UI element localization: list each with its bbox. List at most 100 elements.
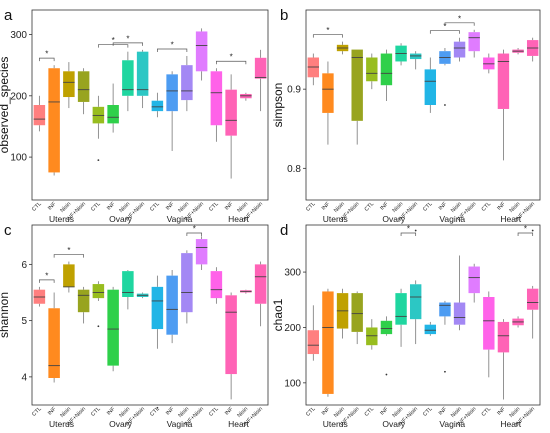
significance-star: *: [524, 225, 527, 234]
box-iqr: [351, 293, 363, 332]
significance-bracket: *: [216, 53, 247, 65]
x-tick-label: INF: [47, 406, 58, 417]
group-label-heart: Heart: [228, 419, 249, 429]
box-iqr: [92, 284, 105, 299]
group-label-heart: Heart: [500, 214, 521, 224]
box-iqr: [322, 291, 334, 394]
significance-bracket: *: [429, 22, 460, 34]
box-ctl-8: [151, 92, 164, 118]
box-iqr: [453, 41, 466, 58]
x-tick-label: Nisin: [59, 201, 72, 214]
box-iqr: [48, 68, 60, 173]
x-tick-label: CTL: [422, 201, 434, 213]
y-tick-label: 0.9: [287, 85, 301, 96]
group-label-ovary: Ovary: [382, 214, 405, 224]
x-tick-label: INF: [47, 201, 58, 212]
x-tick-label: INF: [165, 406, 176, 417]
box-inf-nisin-3: [351, 49, 363, 145]
box-inf-nisin-7: [136, 49, 149, 109]
x-tick-label: INF: [224, 406, 235, 417]
y-tick-label: 200: [284, 323, 301, 334]
box-ctl-4: [366, 53, 378, 90]
x-tick-label: CTL: [149, 406, 161, 418]
bracket-line: [216, 60, 247, 65]
x-tick-label: Nisin: [59, 406, 72, 419]
x-tick-label: CTL: [364, 201, 376, 213]
box-ctl-4: [366, 319, 378, 350]
significance-bracket: *: [444, 14, 475, 26]
box-inf-nisin-11: [468, 263, 480, 303]
box-inf-13: [497, 49, 510, 161]
box-iqr: [380, 320, 393, 335]
box-inf-nisin-7: [136, 292, 149, 299]
x-tick-label: Nisin: [236, 406, 249, 419]
x-tick-label: INF: [496, 201, 507, 212]
bracket-line: [186, 232, 202, 236]
significance-star: *: [193, 225, 196, 234]
significance-bracket: *: [98, 36, 129, 48]
box-ctl-8: [424, 321, 437, 336]
x-tick-label: INF: [379, 406, 390, 417]
plot-frame: [305, 9, 541, 201]
y-tick-label: 5: [21, 316, 27, 327]
box-iqr: [395, 293, 407, 325]
box-iqr: [225, 89, 237, 136]
box-iqr: [181, 253, 193, 313]
box-ctl-4: [92, 95, 105, 162]
box-iqr: [453, 302, 466, 325]
x-tick-label: INF: [379, 201, 390, 212]
significance-star: *: [126, 34, 129, 43]
box-inf-1: [322, 288, 334, 397]
box-inf-9: [439, 48, 451, 106]
group-label-uterus: Uterus: [323, 419, 348, 429]
box-nisin-10: [181, 250, 193, 324]
group-label-heart: Heart: [228, 214, 249, 224]
x-tick-label: CTL: [31, 201, 43, 213]
box-nisin-10: [453, 255, 466, 331]
panel-letter-c: c: [4, 222, 12, 239]
x-tick-label: INF: [321, 406, 332, 417]
plot-frame: [31, 9, 269, 201]
box-iqr: [63, 264, 75, 287]
significance-bracket: *: [112, 34, 143, 46]
x-tick-label: CTL: [422, 406, 434, 418]
significance-star: *: [171, 40, 174, 49]
significance-star: *: [45, 271, 48, 280]
box-inf-nisin-15: [526, 229, 539, 339]
box-inf-nisin-7: [409, 51, 422, 70]
group-label-uterus: Uterus: [49, 214, 74, 224]
x-tick-label: Nisin: [236, 201, 249, 214]
box-iqr: [63, 71, 75, 98]
box-iqr: [33, 105, 46, 126]
box-ctl-0: [307, 305, 320, 361]
box-iqr: [77, 71, 90, 102]
panel-letter-d: d: [280, 222, 288, 239]
x-tick-label: CTL: [481, 201, 493, 213]
outlier-point: [385, 373, 388, 376]
significance-bracket: *: [312, 26, 343, 38]
box-iqr: [151, 100, 164, 112]
x-tick-label: INF: [321, 201, 332, 212]
bracket-line: [39, 279, 55, 283]
box-iqr: [497, 321, 510, 353]
outlier-point: [444, 104, 446, 106]
significance-bracket: *: [186, 225, 202, 236]
box-nisin-6: [395, 288, 407, 347]
x-tick-label: INF: [438, 406, 449, 417]
box-inf-13: [225, 74, 237, 179]
x-tick-label: Nisin: [177, 201, 190, 214]
box-nisin-14: [240, 92, 252, 101]
box-inf-nisin-3: [351, 291, 363, 345]
box-nisin-2: [336, 288, 349, 339]
box-iqr: [181, 65, 193, 101]
significance-bracket: *: [517, 225, 534, 236]
group-label-vagina: Vagina: [439, 214, 465, 224]
significance-star: *: [67, 246, 70, 255]
box-inf-13: [497, 319, 510, 400]
box-iqr: [254, 57, 267, 79]
bracket-line: [517, 232, 534, 236]
